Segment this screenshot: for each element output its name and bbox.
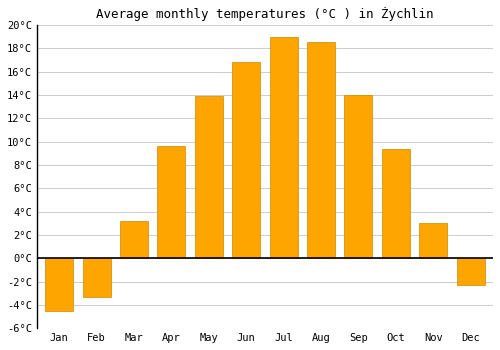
Bar — [419, 223, 447, 258]
Title: Average monthly temperatures (°C ) in Żychlin: Average monthly temperatures (°C ) in Ży… — [96, 7, 434, 21]
Bar — [382, 148, 410, 258]
Bar — [158, 146, 186, 258]
Bar — [82, 258, 110, 297]
Bar — [232, 62, 260, 258]
Bar — [195, 96, 223, 258]
Bar — [344, 95, 372, 258]
Bar — [270, 36, 297, 258]
Bar — [45, 258, 74, 311]
Bar — [120, 221, 148, 258]
Bar — [456, 258, 484, 285]
Bar — [307, 42, 335, 258]
